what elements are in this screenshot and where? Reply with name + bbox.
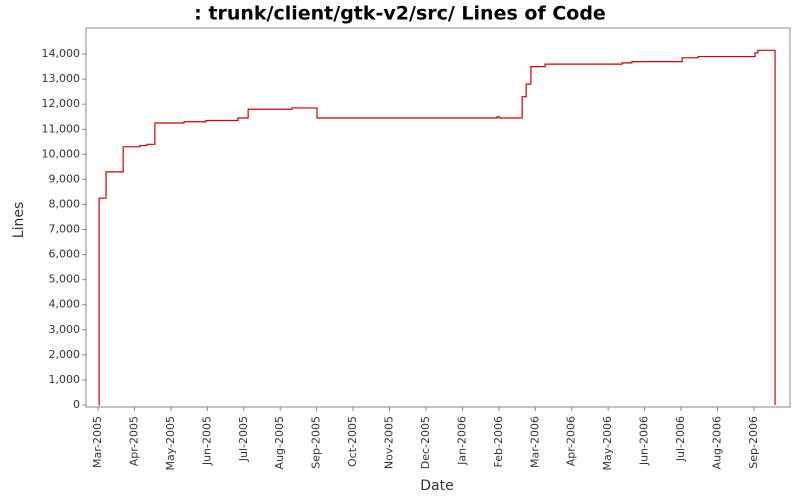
y-tick-label: 8,000 [49,197,81,210]
x-tick-label: Jan-2006 [455,416,468,466]
x-tick-label: Oct-2005 [346,416,359,467]
y-tick-label: 7,000 [49,223,81,236]
y-tick-label: 3,000 [49,323,81,336]
y-axis-title: Lines [11,202,27,238]
x-tick-label: May-2005 [164,416,177,471]
y-tick-label: 6,000 [49,248,81,261]
y-tick-label: 4,000 [49,298,81,311]
y-tick-label: 2,000 [49,348,81,361]
y-tick-label: 12,000 [42,97,81,110]
x-tick-label: Jul-2006 [674,416,687,462]
x-tick-label: Sep-2005 [310,416,323,469]
x-tick-label: Mar-2006 [528,416,541,468]
x-tick-label: Nov-2005 [383,416,396,469]
x-tick-label: Aug-2005 [273,416,286,469]
y-tick-label: 14,000 [42,47,81,60]
x-tick-label: Jul-2005 [237,416,250,462]
x-tick-label: Dec-2005 [419,416,432,469]
data-line [98,49,776,406]
y-tick-label: 11,000 [42,122,81,135]
y-tick-label: 5,000 [49,273,81,286]
plot-area [85,27,791,408]
x-tick-label: Jun-2005 [200,416,213,466]
x-tick-label: May-2006 [601,416,614,471]
y-tick-label: 10,000 [42,147,81,160]
x-tick-label: Feb-2006 [492,416,505,467]
y-tick-label: 0 [73,398,80,411]
x-tick-label: Aug-2006 [710,416,723,469]
y-tick-label: 13,000 [42,72,81,85]
x-tick-label: Sep-2006 [747,416,760,469]
y-tick-label: 1,000 [49,373,81,386]
chart-title: : trunk/client/gtk-v2/src/ Lines of Code [194,3,606,25]
x-tick-label: Mar-2005 [91,416,104,468]
x-axis-title: Date [420,478,453,494]
x-tick-label: Apr-2005 [127,416,140,466]
x-tick-label: Jun-2006 [638,416,651,466]
y-tick-label: 9,000 [49,172,81,185]
x-tick-label: Apr-2006 [565,416,578,466]
